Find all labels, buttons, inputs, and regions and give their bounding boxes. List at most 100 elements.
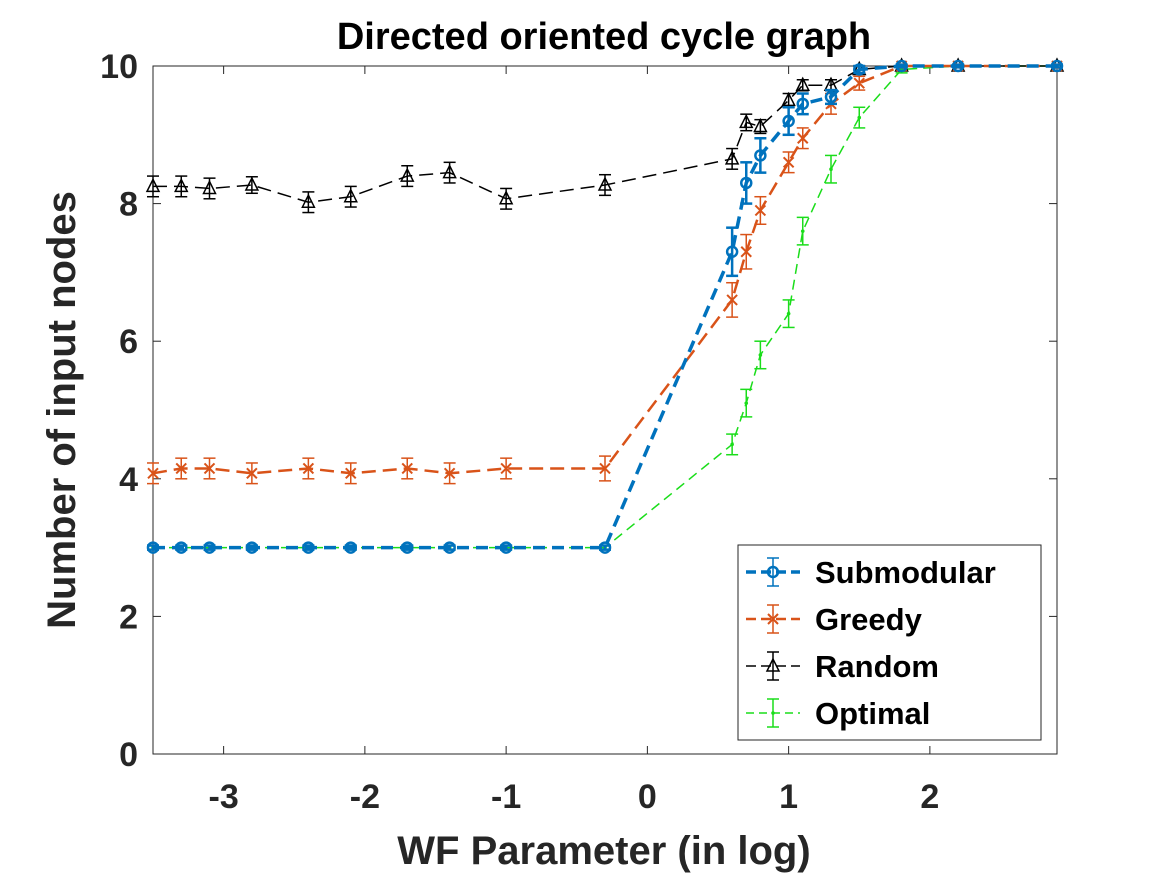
greedy-marker: [754, 204, 767, 217]
marker-stroke: [203, 462, 216, 475]
random-marker: [244, 176, 260, 191]
legend-box: [737, 544, 1042, 741]
random-marker: [301, 193, 316, 208]
submodular-marker: [725, 245, 739, 259]
random-marker: [174, 177, 189, 193]
submodular-marker: [895, 59, 908, 73]
submodular-marker: [796, 97, 809, 111]
random-marker: [597, 176, 613, 191]
y-axis-label: Number of input nodes: [40, 191, 84, 629]
greedy-marker: [302, 462, 315, 475]
optimal-marker: [857, 115, 862, 120]
optimal-marker: [800, 229, 805, 233]
submodular-error-bar: [782, 106, 795, 137]
optimal-marker: [786, 311, 791, 316]
series-random: [145, 57, 1065, 214]
submodular-marker: [782, 114, 795, 128]
y-tick-label: 4: [119, 461, 138, 499]
random-marker: [781, 91, 796, 107]
marker-stroke: [599, 462, 611, 475]
x-tick-label: 1: [779, 778, 798, 816]
greedy-marker: [345, 467, 357, 480]
submodular-marker: [824, 90, 838, 104]
legend-marker: [771, 711, 775, 715]
y-tick-label: 8: [119, 186, 138, 224]
greedy-marker: [500, 462, 512, 475]
random-marker: [442, 163, 457, 179]
series-greedy: [147, 60, 1063, 485]
greedy-marker: [147, 467, 159, 480]
random-marker: [498, 190, 514, 205]
submodular-error-bar: [726, 226, 739, 278]
marker-stroke: [246, 467, 258, 480]
optimal-marker: [829, 167, 833, 171]
x-tick-label: -1: [491, 778, 521, 816]
random-marker: [724, 150, 740, 165]
submodular-error-bar: [740, 161, 753, 205]
greedy-marker: [599, 462, 611, 475]
submodular-marker: [951, 59, 965, 73]
series-group: [145, 57, 1065, 554]
greedy-marker: [443, 467, 456, 480]
legend-label: Greedy: [815, 602, 923, 637]
optimal-marker: [730, 442, 734, 447]
marker-stroke: [767, 613, 779, 625]
y-tick-label: 2: [119, 598, 138, 636]
legend-item-greedy: Greedy: [746, 602, 923, 637]
greedy-marker: [797, 132, 809, 144]
submodular-marker: [203, 541, 216, 554]
greedy-marker: [740, 246, 752, 258]
marker-stroke: [401, 462, 413, 475]
marker-stroke: [740, 246, 752, 258]
legend-marker: [767, 613, 779, 625]
legend-label: Optimal: [815, 696, 930, 731]
greedy-marker: [726, 294, 738, 306]
marker-stroke: [726, 294, 738, 306]
greedy-line: [152, 64, 1057, 475]
y-tick-label: 6: [119, 323, 138, 361]
legend-item-optimal: Optimal: [746, 696, 930, 731]
legend-item-submodular: Submodular: [746, 555, 996, 590]
marker-stroke: [500, 462, 512, 475]
legend-label: Random: [815, 649, 939, 684]
random-marker: [145, 177, 161, 193]
marker-stroke: [345, 467, 357, 480]
marker-stroke: [147, 467, 159, 480]
optimal-line: [153, 65, 1057, 549]
x-tick-label: -3: [209, 778, 239, 816]
submodular-marker: [302, 541, 315, 554]
greedy-marker: [853, 77, 865, 89]
series-submodular: [146, 59, 1064, 554]
greedy-marker: [175, 462, 187, 475]
submodular-error-bar: [754, 136, 767, 174]
submodular-marker: [146, 541, 160, 554]
marker-stroke: [443, 467, 456, 480]
submodular-marker: [598, 541, 612, 554]
random-marker: [343, 188, 358, 203]
legend-item-random: Random: [746, 649, 939, 684]
legend: Submodular Greedy Random Optimal: [737, 544, 1042, 741]
legend-marker: [766, 565, 780, 579]
axis-ticks: -3 -2 -1 0 1 2 0 2 4 6 8 10: [100, 48, 1057, 816]
optimal-marker: [744, 401, 749, 405]
x-tick-label: -2: [350, 778, 380, 816]
x-tick-label: 0: [638, 778, 657, 816]
legend-label: Submodular: [815, 555, 996, 590]
optimal-marker: [758, 353, 763, 357]
submodular-marker: [853, 63, 866, 76]
greedy-marker: [782, 156, 795, 169]
submodular-line: [153, 64, 1057, 550]
marker-stroke: [782, 156, 795, 169]
greedy-marker: [401, 462, 413, 475]
submodular-marker: [344, 541, 357, 554]
plot-area-frame: [152, 65, 1058, 755]
marker-stroke: [797, 132, 809, 144]
marker-stroke: [175, 462, 187, 475]
submodular-marker: [443, 541, 456, 554]
x-tick-label: 2: [920, 778, 939, 816]
greedy-marker: [203, 462, 216, 475]
submodular-marker: [245, 541, 259, 554]
greedy-marker: [246, 467, 258, 480]
random-marker: [739, 113, 754, 129]
